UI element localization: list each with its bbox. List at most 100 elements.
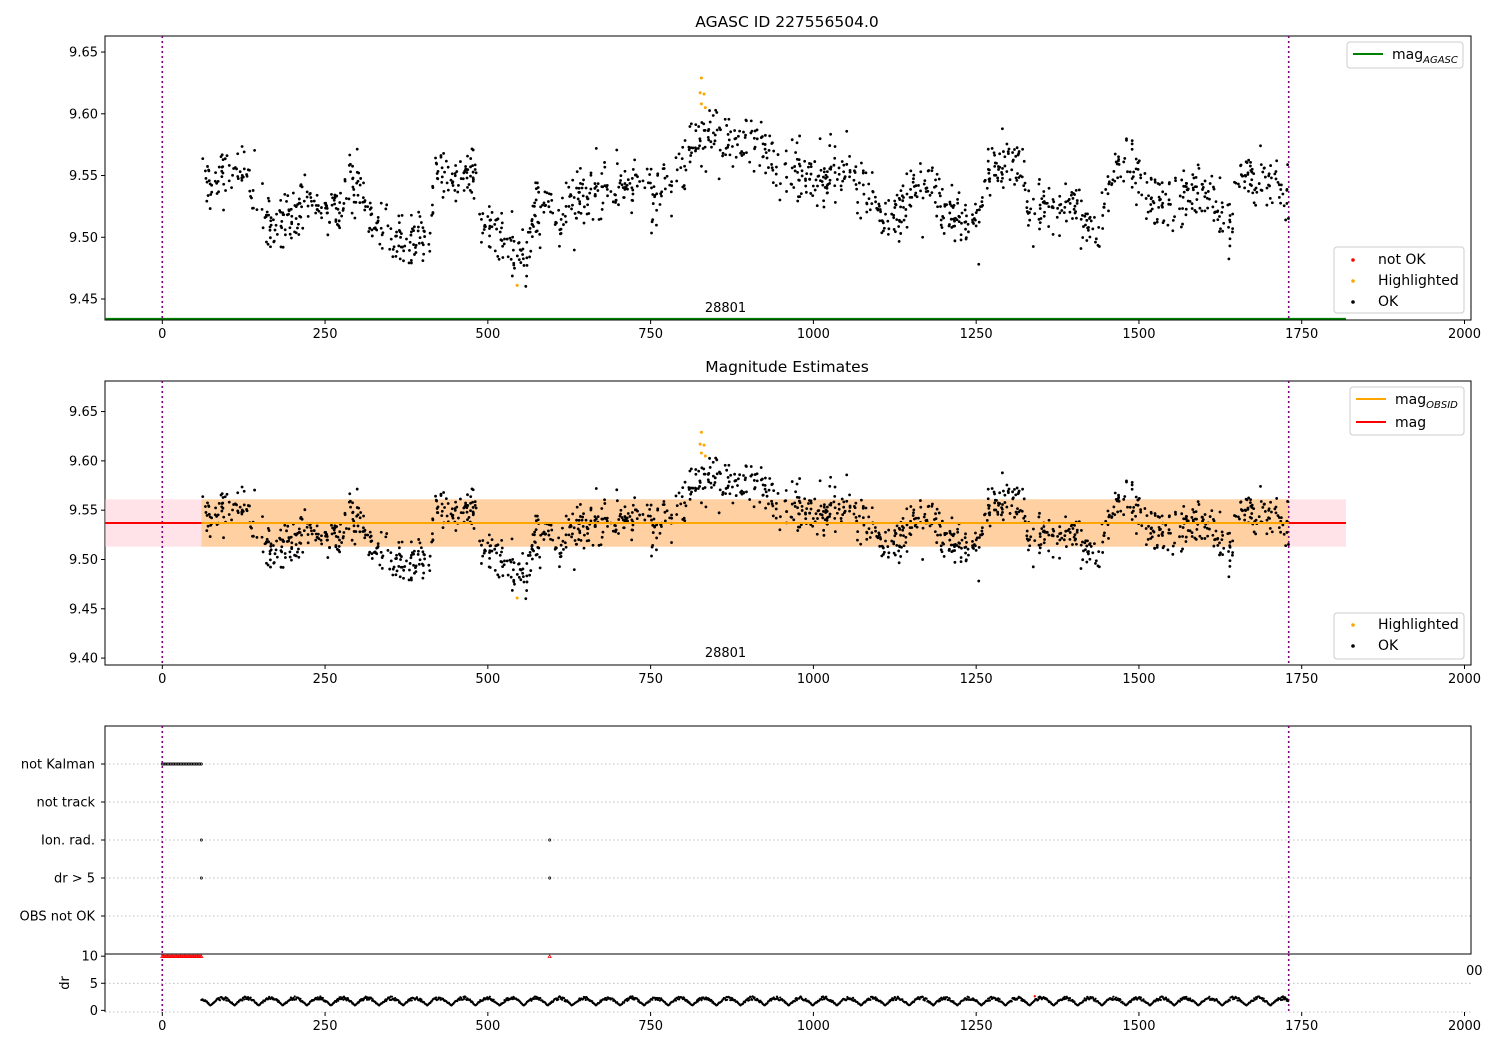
dr-point xyxy=(241,999,244,1002)
ok-point xyxy=(581,515,585,519)
ok-point xyxy=(731,165,735,168)
ok-point xyxy=(904,535,908,539)
ok-point xyxy=(474,506,478,510)
ok-point xyxy=(630,211,634,215)
ok-point xyxy=(959,556,963,559)
ok-point xyxy=(670,180,673,184)
ok-point xyxy=(684,504,688,508)
ok-point xyxy=(1173,541,1176,545)
ok-point xyxy=(1014,493,1018,497)
ok-point xyxy=(222,182,226,186)
ok-point xyxy=(1043,210,1046,214)
ok-point xyxy=(571,203,574,207)
ok-point xyxy=(1130,177,1134,180)
ok-point xyxy=(1040,197,1044,201)
ok-point xyxy=(471,170,475,174)
ok-point xyxy=(577,518,581,522)
ok-point xyxy=(887,528,891,532)
ok-point xyxy=(734,155,738,159)
ok-point xyxy=(656,174,660,177)
ok-point xyxy=(340,214,344,218)
dr-point xyxy=(925,997,928,1000)
ok-point xyxy=(369,534,373,538)
ok-point xyxy=(1041,200,1045,204)
ok-point xyxy=(1081,213,1084,217)
ok-point xyxy=(1206,534,1210,538)
ok-point xyxy=(421,550,425,554)
ok-point xyxy=(1144,527,1148,530)
ok-point xyxy=(530,557,534,561)
ok-point xyxy=(833,156,837,160)
ok-point xyxy=(301,550,305,554)
ok-point xyxy=(331,526,335,530)
ok-point xyxy=(1275,159,1279,163)
ok-point xyxy=(1038,178,1041,181)
ok-point xyxy=(314,211,318,215)
ok-point xyxy=(581,194,585,198)
ok-point xyxy=(721,491,725,494)
ok-point xyxy=(451,516,455,520)
ok-point xyxy=(473,500,477,504)
ok-point xyxy=(283,552,287,555)
ok-point xyxy=(389,237,393,241)
flag-marker xyxy=(172,762,176,766)
ok-point xyxy=(1005,505,1009,509)
ok-point xyxy=(271,218,275,222)
dr-point xyxy=(952,1000,955,1003)
ok-point xyxy=(359,511,363,514)
ok-point xyxy=(428,231,432,235)
ok-point xyxy=(956,527,959,531)
ok-point xyxy=(1065,219,1068,223)
ok-point xyxy=(297,233,301,236)
ok-point xyxy=(837,502,841,506)
ok-point xyxy=(665,174,669,178)
ok-point xyxy=(713,476,717,480)
ok-point xyxy=(931,166,934,170)
ok-point xyxy=(876,207,880,211)
ok-point xyxy=(1247,158,1251,162)
ok-point xyxy=(272,561,276,565)
ok-point xyxy=(440,166,444,170)
ok-point xyxy=(784,499,788,503)
ok-point xyxy=(1075,530,1079,534)
ok-point xyxy=(744,119,748,123)
ok-point xyxy=(728,492,732,496)
ok-point xyxy=(571,532,574,536)
ok-point xyxy=(315,193,319,197)
ok-point xyxy=(1021,147,1025,151)
ok-point xyxy=(940,226,944,229)
ok-point xyxy=(933,530,937,534)
ok-point xyxy=(675,168,679,172)
ok-point xyxy=(800,174,804,178)
ok-point xyxy=(626,512,630,515)
ok-point xyxy=(582,221,586,225)
ok-point xyxy=(905,192,909,196)
ok-point xyxy=(206,524,210,528)
ok-point xyxy=(279,210,282,214)
ok-point xyxy=(483,549,486,553)
ok-point xyxy=(1003,155,1007,159)
ok-point xyxy=(517,575,521,579)
ok-point xyxy=(1270,176,1273,180)
ok-point xyxy=(601,530,605,534)
ok-point xyxy=(407,261,411,265)
ok-point xyxy=(871,190,875,194)
ok-point xyxy=(358,530,362,534)
ok-point xyxy=(882,226,886,230)
dr-point xyxy=(1010,1000,1013,1003)
ok-point xyxy=(1257,182,1261,185)
ok-point xyxy=(993,501,997,505)
ok-point xyxy=(596,515,600,519)
ok-point xyxy=(493,547,497,551)
y-tick-label: 10 xyxy=(81,950,98,965)
ok-point xyxy=(417,225,420,229)
ok-point xyxy=(320,534,323,538)
ok-point xyxy=(253,148,256,152)
ok-point xyxy=(368,201,372,205)
ok-point xyxy=(567,518,571,521)
ok-point xyxy=(1222,221,1226,225)
ok-point xyxy=(708,120,712,124)
ok-point xyxy=(886,545,890,548)
ok-point xyxy=(828,178,832,182)
ok-point xyxy=(919,499,922,502)
